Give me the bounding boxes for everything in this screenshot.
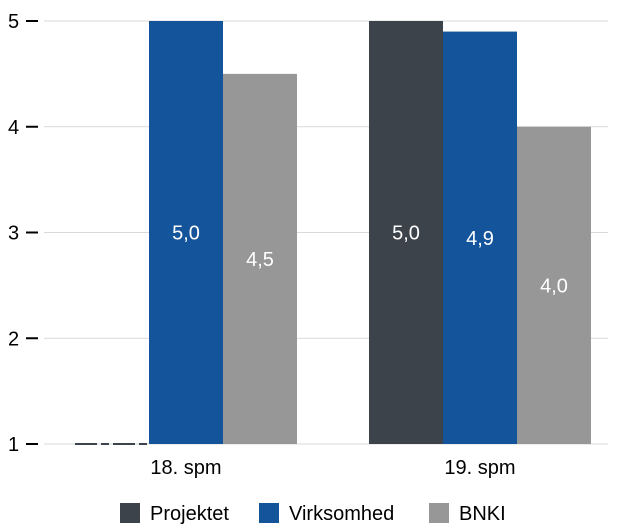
legend-label: BNKI bbox=[459, 503, 506, 525]
legend: Projektet Virksomhed BNKI bbox=[120, 503, 506, 525]
bar-value-label: 4,0 bbox=[540, 275, 568, 297]
bar-value-label: 5,0 bbox=[392, 223, 420, 245]
y-tick-label: 5 bbox=[8, 11, 19, 33]
bar bbox=[443, 31, 517, 444]
bar-value-label: 5,0 bbox=[172, 223, 200, 245]
bar bbox=[223, 73, 297, 444]
y-tick-label: 1 bbox=[8, 434, 19, 456]
bar-value-label: 4,9 bbox=[466, 228, 494, 250]
legend-swatch bbox=[120, 503, 140, 523]
legend-label: Virksomhed bbox=[289, 503, 394, 525]
x-category-label: 19. spm bbox=[444, 457, 515, 479]
y-tick-label: 2 bbox=[8, 328, 19, 350]
bar-value-label: 4,5 bbox=[246, 249, 274, 271]
y-tick-label: 3 bbox=[8, 223, 19, 245]
bar-value-labels: 5,0 5,0 4,9 4,5 4,0 bbox=[172, 223, 568, 298]
bars bbox=[75, 21, 591, 445]
bar bbox=[149, 21, 223, 444]
y-axis: 1 2 3 4 5 bbox=[8, 11, 38, 456]
bar bbox=[517, 126, 591, 444]
bar bbox=[369, 21, 443, 444]
x-category-label: 18. spm bbox=[150, 457, 221, 479]
legend-swatch bbox=[259, 503, 279, 523]
y-tick-label: 4 bbox=[8, 117, 19, 139]
x-axis: 18. spm 19. spm bbox=[150, 457, 515, 479]
legend-swatch bbox=[429, 503, 449, 523]
legend-label: Projektet bbox=[150, 503, 229, 525]
